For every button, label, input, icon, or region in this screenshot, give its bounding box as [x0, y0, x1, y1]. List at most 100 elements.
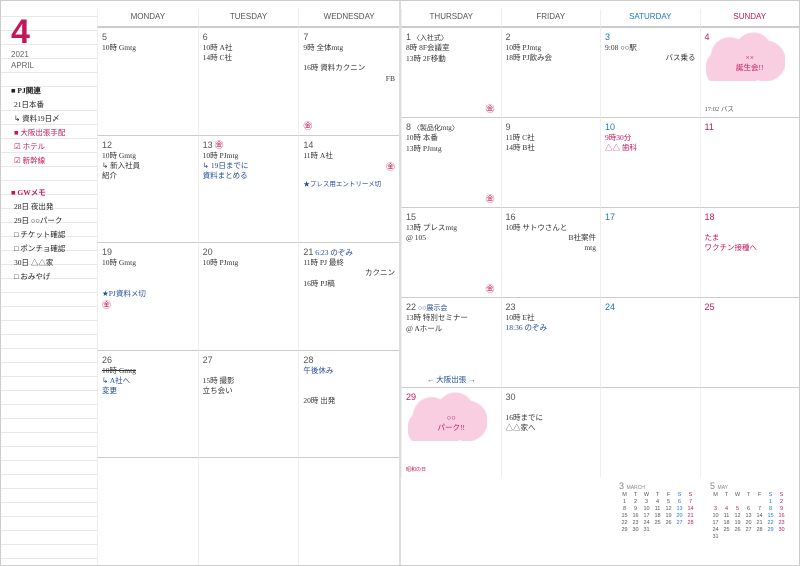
note-group-gw: ■ GWメモ 28日 夜出発 29日 ○○パーク □ チケット確認 □ ポンチョ… — [11, 186, 91, 284]
mc-dow: S — [776, 491, 787, 498]
day-cell-28: 28午後休み20時 出発 — [298, 350, 399, 458]
note-line: ☑ ホテル — [11, 140, 91, 154]
day-cell-8: 8 〈製品化mtg〉10時 本番13時 PJmtg㊎ — [401, 117, 501, 207]
day-cell-empty — [198, 457, 299, 565]
dow-wed: WEDNESDAY — [298, 9, 399, 27]
minical-may: 5 MAY MTWTFSS 12 3456789 10111213141516 … — [710, 481, 787, 540]
day-num: 7 — [303, 32, 308, 42]
day-cell-19: 1910時 Gmtg★PJ資料メ切 ㊎ — [97, 242, 198, 350]
mc-d: 12 — [732, 512, 743, 519]
day-num: 18 — [705, 212, 715, 222]
note-title: ■ PJ関連 — [11, 84, 91, 98]
entry: 立ち会い — [203, 386, 295, 396]
mc-dow: S — [685, 491, 696, 498]
entry: △△ 歯科 — [605, 143, 696, 153]
entry: 18:36 のぞみ — [506, 323, 597, 333]
mc-dow: F — [754, 491, 765, 498]
day-num: 17 — [605, 212, 615, 222]
calendar-grid-left: MONDAY TUESDAY WEDNESDAY 510時 Gmtg 610時 … — [97, 9, 399, 565]
day-tag: ○○展示会 — [418, 304, 447, 312]
minical-table: MTWTFSS 1234567 891011121314 15161718192… — [619, 491, 696, 533]
mc-d: 4 — [721, 505, 732, 512]
day-num: 9 — [506, 122, 511, 132]
day-cell-7: 79時 全体mtg16時 資料カクニンFB㊎ — [298, 27, 399, 135]
minical-num: 5 — [710, 481, 715, 491]
mc-dow: T — [743, 491, 754, 498]
mc-d: 18 — [721, 519, 732, 526]
stamp-icon: ㊎ — [485, 103, 494, 115]
note-line: □ おみやげ — [11, 270, 91, 284]
entry: 6:23 のぞみ — [315, 248, 353, 257]
dow-fri: FRIDAY — [501, 9, 601, 27]
day-cell-10: 109時30分△△ 歯科 — [600, 117, 700, 207]
mc-d: 8 — [619, 505, 630, 512]
entry: ○○ — [406, 413, 497, 423]
entry: 9時30分 — [605, 133, 696, 143]
mc-d: 3 — [710, 505, 721, 512]
day-cell-20: 2010時 PJmtg — [198, 242, 299, 350]
note-title: ■ GWメモ — [11, 186, 91, 200]
entry-strikethrough: 10時 Gmtg — [102, 366, 194, 376]
mc-d: 25 — [721, 526, 732, 533]
mc-d — [685, 526, 696, 533]
day-num: 1 — [406, 32, 411, 42]
day-num: 6 — [203, 32, 208, 42]
mc-d: 27 — [674, 519, 685, 526]
day-cell-2: 210時 PJmtg18時 PJ飲み会 — [501, 27, 601, 117]
entry: 16時までに — [506, 413, 597, 423]
entry: たま — [705, 233, 796, 243]
mc-d: 20 — [674, 512, 685, 519]
month-year: 2021 — [11, 50, 91, 59]
minical-name: MAY — [718, 485, 728, 491]
mc-d: 19 — [732, 519, 743, 526]
mc-d: 28 — [754, 526, 765, 533]
mc-d: 2 — [630, 498, 641, 505]
mc-d: 7 — [754, 505, 765, 512]
mc-d: 22 — [765, 519, 776, 526]
day-num: 2 — [506, 32, 511, 42]
entry: 紹介 — [102, 171, 194, 181]
mc-d: 30 — [630, 526, 641, 533]
day-cell-29: 29○○パーク!!昭和の日 — [401, 387, 501, 477]
mc-d — [674, 526, 685, 533]
day-num: 5 — [102, 32, 107, 42]
mc-d: 27 — [743, 526, 754, 533]
mc-d: 16 — [776, 512, 787, 519]
mc-dow: T — [652, 491, 663, 498]
day-cell-22: 22 ○○展示会13時 特別セミナー@ Aホール← 大阪出張 → — [401, 297, 501, 387]
mc-d — [743, 533, 754, 540]
day-num: 15 — [406, 212, 416, 222]
mc-d: 31 — [641, 526, 652, 533]
day-cell-empty — [700, 387, 800, 477]
mc-d — [663, 526, 674, 533]
day-cell-13: 13 ㊎10時 PJmtg↳ 19日までに資料まとめる — [198, 135, 299, 243]
mc-d: 15 — [619, 512, 630, 519]
entry: 10時 PJmtg — [203, 151, 295, 161]
day-tag: 〈製品化mtg〉 — [413, 124, 459, 132]
day-cell-4: 4××誕生会!!17:02 バス — [700, 27, 800, 117]
mc-d: 25 — [652, 519, 663, 526]
mc-d: 11 — [721, 512, 732, 519]
day-cell-30: 3016時までに△△家へ — [501, 387, 601, 477]
minical-march: 3 MARCH MTWTFSS 1234567 891011121314 151… — [619, 481, 696, 533]
day-tag: 〈入社式〉 — [413, 34, 448, 42]
note-line: ↳ 資料19日〆 — [11, 112, 91, 126]
mc-d: 3 — [641, 498, 652, 505]
entry: ★プレス用エントリーメ切 — [303, 181, 395, 190]
stamp-icon: ㊎ — [102, 300, 111, 310]
entry: mtg — [506, 243, 597, 253]
day-num: 25 — [705, 302, 715, 312]
stamp-icon: ㊎ — [485, 283, 494, 295]
day-num: 13 — [203, 140, 213, 150]
dow-sun: SUNDAY — [700, 9, 800, 27]
mini-calendars: 3 MARCH MTWTFSS 1234567 891011121314 151… — [401, 477, 799, 565]
entry: 13時 プレスmtg — [406, 223, 497, 233]
entry: △△家へ — [506, 423, 597, 433]
mc-d: 31 — [710, 533, 721, 540]
mc-d: 24 — [641, 519, 652, 526]
day-num: 26 — [102, 355, 112, 365]
entry: 10時 PJmtg — [506, 43, 597, 53]
mc-d: 29 — [619, 526, 630, 533]
mc-d: 7 — [685, 498, 696, 505]
mc-d: 10 — [641, 505, 652, 512]
